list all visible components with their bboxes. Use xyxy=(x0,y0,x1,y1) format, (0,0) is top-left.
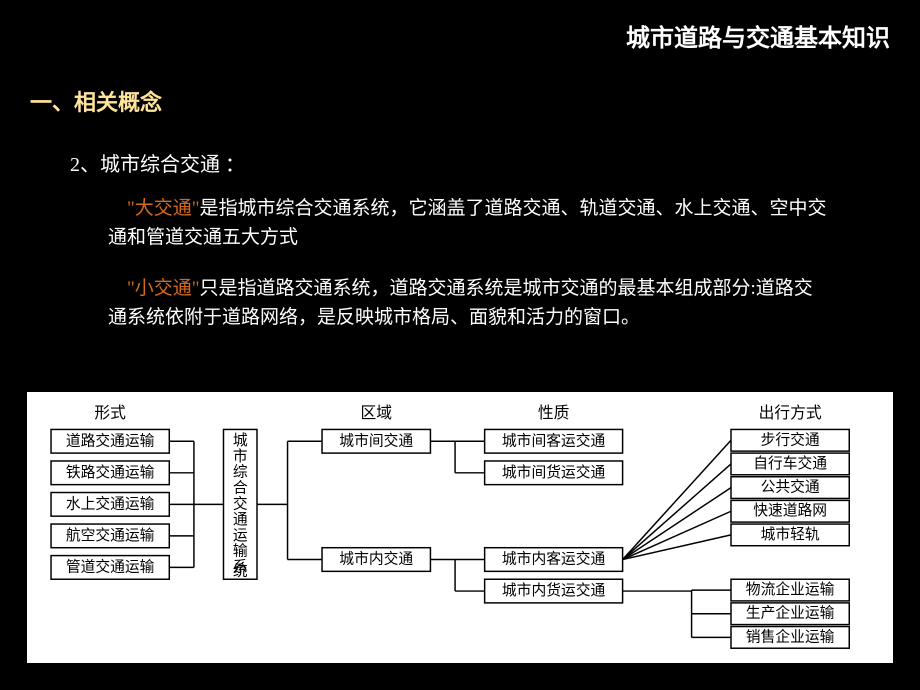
label-intercity-passenger: 城市间客运交通 xyxy=(502,431,606,449)
label-bike: 自行车交通 xyxy=(753,454,827,472)
label-walk: 步行交通 xyxy=(761,430,820,448)
paragraph-1: "大交通"是指城市综合交通系统，它涵盖了道路交通、轨道交通、水上交通、空中交通和… xyxy=(108,195,828,252)
edge xyxy=(623,440,731,559)
label-intracity: 城市内交通 xyxy=(339,550,413,568)
center-char-4: 合 xyxy=(233,480,248,497)
center-char-3: 综 xyxy=(233,464,248,481)
center-char-10: 统 xyxy=(233,562,248,579)
col-header-nature: 性质 xyxy=(538,404,570,422)
section-heading: 一、相关概念 xyxy=(30,85,162,117)
highlight-big-traffic: "大交通" xyxy=(127,198,200,219)
label-intracity-freight: 城市内货运交通 xyxy=(502,581,606,599)
col-header-form: 形式 xyxy=(94,404,126,422)
label-intracity-passenger: 城市内客运交通 xyxy=(502,550,606,568)
paragraph-2: "小交通"只是指道路交通系统，道路交通系统是城市交通的最基本组成部分:道路交通系… xyxy=(108,275,828,332)
label-road-transport: 道路交通运输 xyxy=(66,431,155,449)
label-lightrail: 城市轻轨 xyxy=(761,526,820,543)
subsection-heading: 2、城市综合交通 ： xyxy=(70,148,245,177)
label-sales: 销售企业运输 xyxy=(746,627,835,645)
label-production: 生产企业运输 xyxy=(746,604,835,622)
edge xyxy=(623,535,731,560)
flowchart-svg: 形式 区域 性质 出行方式 道路交通运输 铁路交通运输 水上交通运输 航空交通运… xyxy=(27,392,893,663)
label-rail-transport: 铁路交通运输 xyxy=(66,463,155,481)
center-char-8: 输 xyxy=(233,543,248,560)
label-pipe-transport: 管道交通运输 xyxy=(66,557,155,575)
center-char-5: 交 xyxy=(233,494,248,512)
page-title: 城市道路与交通基本知识 xyxy=(626,18,890,53)
col-header-mode: 出行方式 xyxy=(759,404,822,422)
center-char-6: 通 xyxy=(233,511,248,528)
para1-text: 是指城市综合交通系统，它涵盖了道路交通、轨道交通、水上交通、空中交通和管道交通五… xyxy=(108,198,827,248)
center-char-7: 运 xyxy=(233,527,248,544)
highlight-small-traffic: "小交通" xyxy=(127,278,200,299)
label-logistics: 物流企业运输 xyxy=(746,580,835,598)
label-public: 公共交通 xyxy=(761,478,820,496)
label-expressway: 快速道路网 xyxy=(753,502,827,519)
diagram-container: 形式 区域 性质 出行方式 道路交通运输 铁路交通运输 水上交通运输 航空交通运… xyxy=(25,390,895,665)
label-intercity-freight: 城市间货运交通 xyxy=(502,463,606,481)
edge xyxy=(623,511,731,559)
col-header-region: 区域 xyxy=(360,404,392,422)
center-char-1: 城 xyxy=(233,432,248,449)
edge xyxy=(623,464,731,560)
edge xyxy=(623,488,731,560)
label-intercity: 城市间交通 xyxy=(339,431,413,449)
label-air-transport: 航空交通运输 xyxy=(66,526,155,544)
label-water-transport: 水上交通运输 xyxy=(66,494,155,512)
para2-text: 只是指道路交通系统，道路交通系统是城市交通的最基本组成部分:道路交通系统依附于道… xyxy=(108,278,813,328)
center-char-2: 市 xyxy=(233,448,248,465)
